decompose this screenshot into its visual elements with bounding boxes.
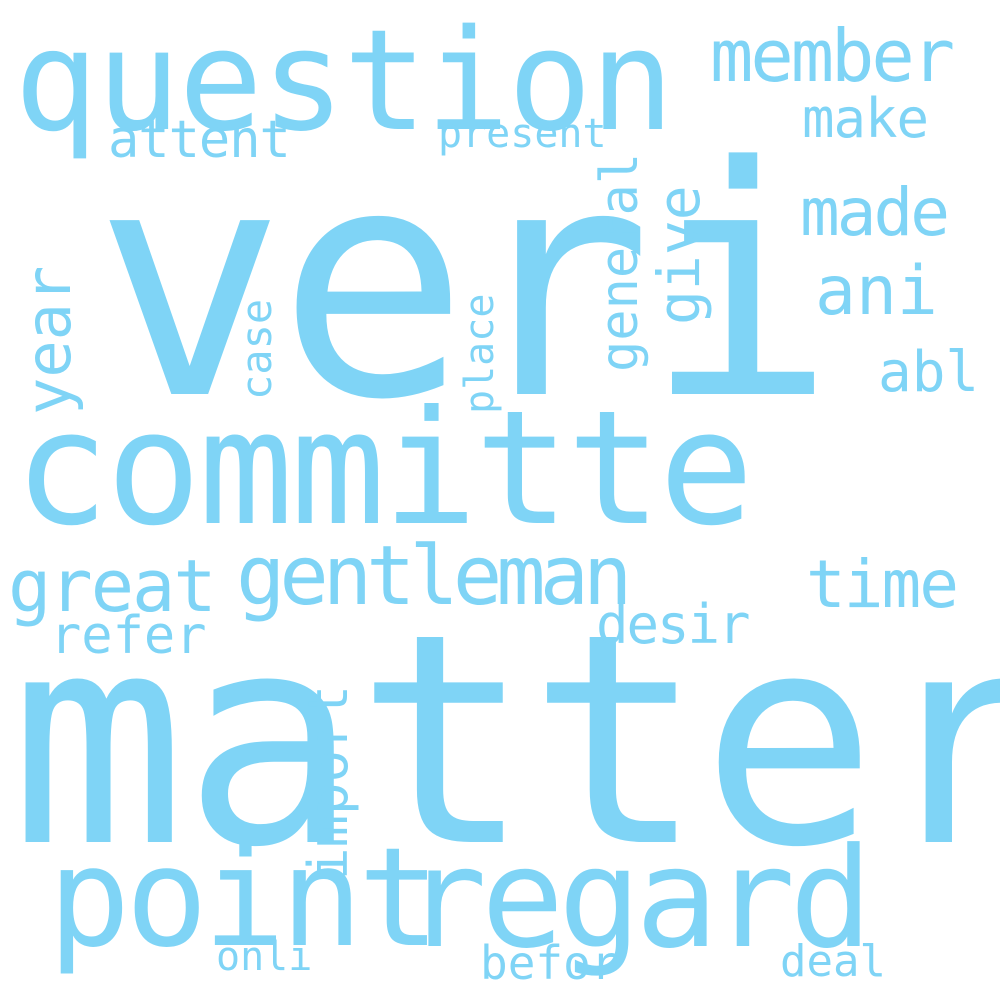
word-onli: general (590, 152, 650, 372)
word-veri: veri (94, 99, 836, 469)
word-year: import (297, 684, 360, 880)
word-committe: committe (14, 377, 754, 561)
word-desir: desir (596, 593, 751, 656)
word-import: onli (216, 934, 313, 980)
word-point: point (48, 819, 440, 978)
word-made: made (800, 174, 950, 251)
word-general: place (457, 293, 503, 414)
word-member: member (710, 14, 955, 98)
word-present: present (438, 111, 607, 157)
word-time: time (806, 546, 959, 623)
word-matter: matter (10, 571, 1000, 911)
word-gentleman: gentleman (236, 529, 632, 624)
word-ani: ani (815, 252, 938, 331)
word-place: befor (480, 936, 619, 990)
word-befor: give (645, 185, 713, 325)
word-great: great (8, 544, 217, 628)
word-attent: attent (108, 110, 291, 170)
word-make: make (802, 87, 929, 150)
word-question: question (14, 0, 674, 163)
word-deal: refer (50, 606, 207, 666)
word-abl: abl (878, 340, 980, 405)
word-case: deal (780, 936, 886, 987)
word-give: case (232, 298, 281, 400)
word-refer: year (12, 265, 85, 415)
word-regard: regard (404, 818, 872, 979)
